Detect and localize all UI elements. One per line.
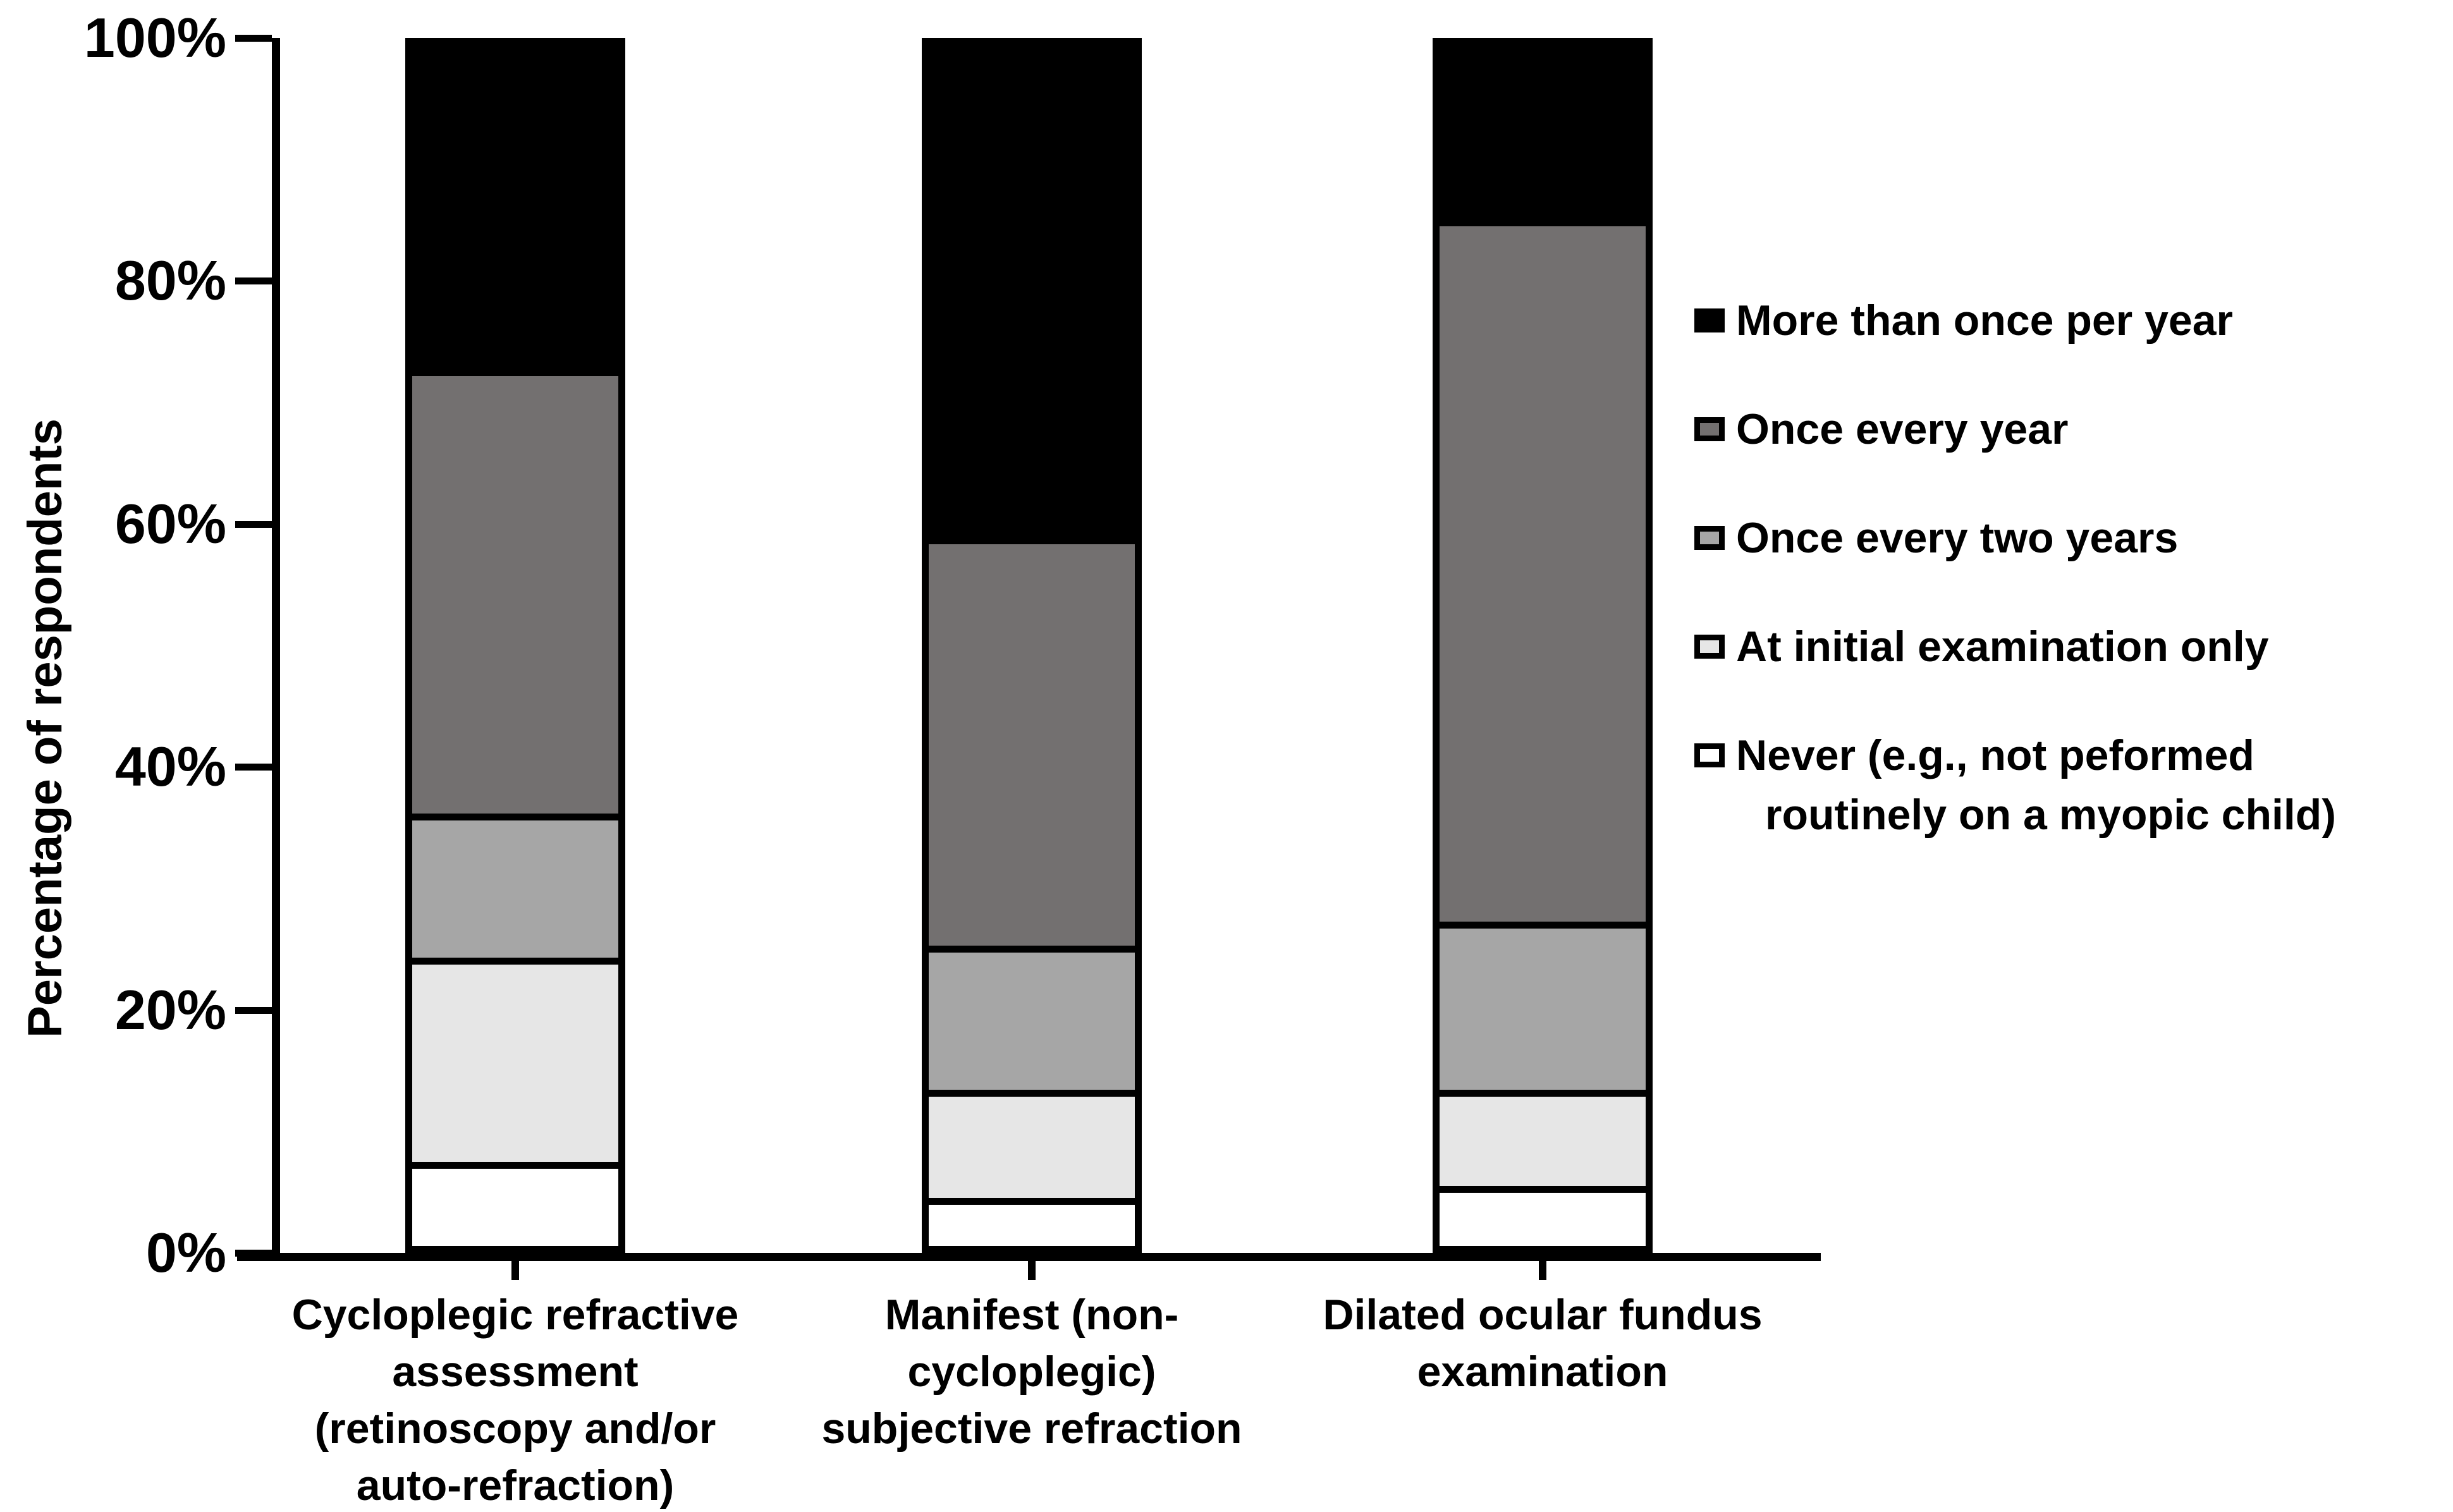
- bar-segment: [929, 1090, 1135, 1198]
- x-tick-mark: [1028, 1261, 1036, 1280]
- y-tick-label: 0%: [145, 1221, 226, 1284]
- legend-label: Never (e.g., not peformed routinely on a…: [1736, 731, 2336, 839]
- stacked-bar: [922, 38, 1142, 1253]
- y-tick-mark: [235, 1006, 272, 1014]
- y-tick-mark: [235, 35, 272, 42]
- y-tick-label: 60%: [114, 492, 226, 555]
- bar-segment: [1440, 219, 1646, 922]
- bar-segment: [1440, 1186, 1646, 1246]
- legend-label: At initial examination only: [1736, 623, 2269, 671]
- legend-label: Once every two years: [1736, 514, 2179, 562]
- x-category-label: Dilated ocular fundus examination: [1323, 1291, 1763, 1396]
- bar-segment: [929, 946, 1135, 1090]
- y-tick-mark: [235, 520, 272, 528]
- legend-swatch: [1694, 635, 1725, 659]
- legend-item: At initial examination only: [1694, 617, 2269, 676]
- y-tick-mark: [235, 764, 272, 771]
- legend-swatch: [1694, 308, 1725, 332]
- bar-segment: [1440, 922, 1646, 1090]
- bar-segment: [929, 537, 1135, 946]
- legend-swatch: [1694, 417, 1725, 441]
- plot-area: 0% 20% 40% 60% 80% 100%: [84, 8, 1821, 1283]
- y-tick-mark: [235, 1250, 272, 1257]
- y-tick-label: 80%: [114, 249, 226, 312]
- x-tick-mark: [1539, 1261, 1546, 1280]
- bar-segment: [929, 45, 1135, 537]
- bar-segment: [1440, 45, 1646, 219]
- legend-item: Never (e.g., not peformed routinely on a…: [1694, 726, 2336, 844]
- y-tick-mark: [235, 277, 272, 285]
- x-category-label: Cycloplegic refractive assessment (retin…: [291, 1291, 739, 1509]
- bar-segment: [929, 1198, 1135, 1246]
- legend-swatch: [1694, 526, 1725, 550]
- y-tick-label: 100%: [83, 6, 226, 69]
- legend-label: More than once per year: [1736, 296, 2234, 344]
- x-tick-mark: [511, 1261, 519, 1280]
- stacked-bar: [405, 38, 625, 1253]
- legend-item: Once every two years: [1694, 508, 2178, 568]
- bar-segment: [412, 958, 618, 1162]
- bar-segment: [412, 1162, 618, 1246]
- bar-segment: [412, 369, 618, 814]
- bar-segment: [412, 814, 618, 958]
- y-axis-title: Percentage of respondents: [18, 418, 72, 1038]
- legend-item: Once every year: [1694, 399, 2069, 459]
- stacked-bar: [1433, 38, 1653, 1253]
- bar-segment: [412, 45, 618, 369]
- bar-segment: [1440, 1090, 1646, 1186]
- y-tick-label: 40%: [114, 735, 226, 798]
- legend-swatch: [1694, 743, 1725, 767]
- legend-item: More than once per year: [1694, 291, 2233, 350]
- legend-label: Once every year: [1736, 405, 2069, 453]
- x-category-label: Manifest (non- cycloplegic) subjective r…: [821, 1291, 1242, 1453]
- y-tick-label: 20%: [114, 978, 226, 1041]
